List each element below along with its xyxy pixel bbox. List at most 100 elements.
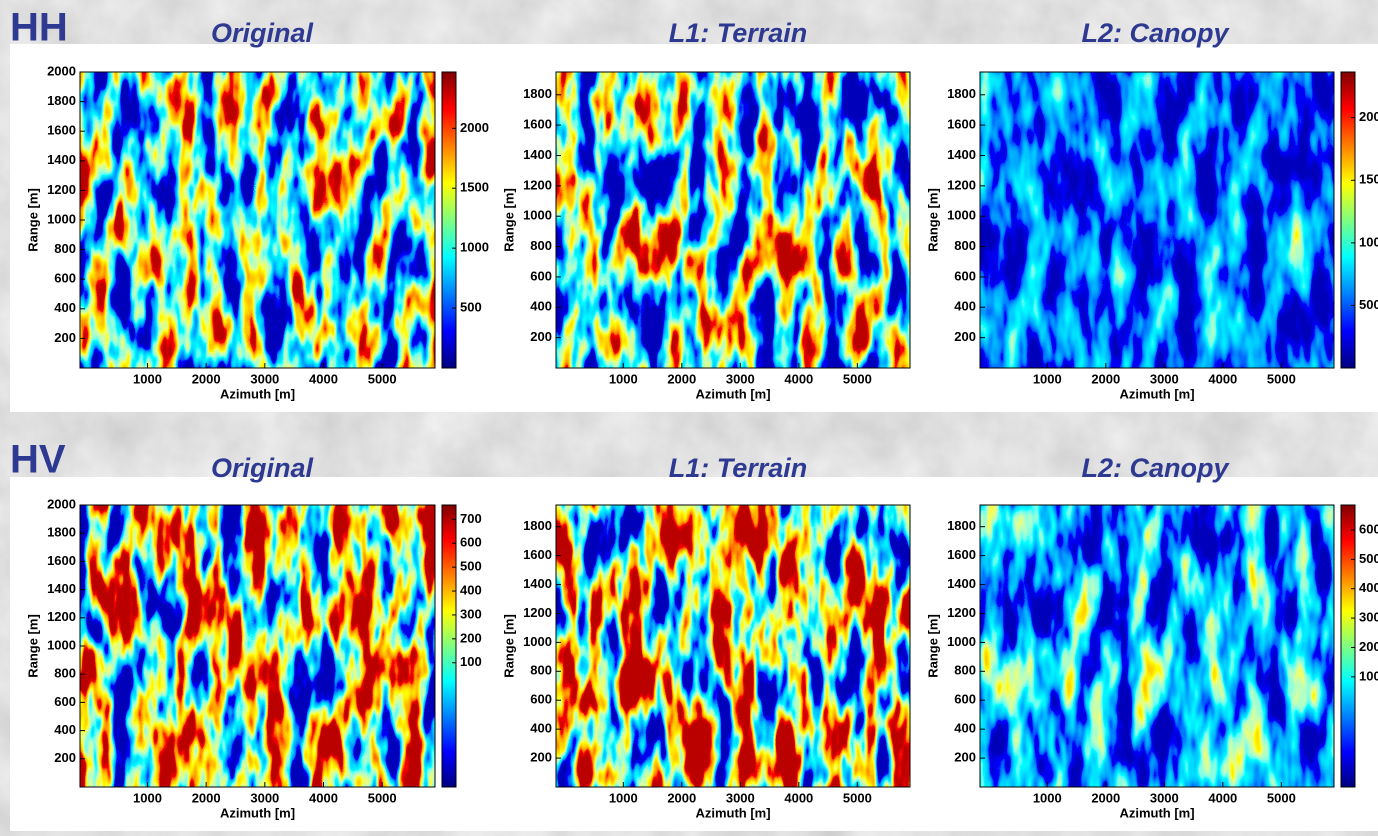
y-tick-label: 1400 (523, 576, 552, 591)
x-tick-label: 1000 (609, 790, 638, 805)
y-tick-label: 1800 (47, 525, 76, 540)
axes-frame (979, 504, 1335, 788)
y-tick-label: 1000 (523, 208, 552, 223)
y-tick-label: 200 (54, 750, 76, 765)
y-tick-label: 1400 (47, 581, 76, 596)
colorbar-tick-label: 400 (1359, 580, 1378, 595)
colorbar (1340, 504, 1356, 788)
x-axis-label: Azimuth [m] (695, 386, 770, 401)
x-tick-label: 5000 (843, 790, 872, 805)
colorbar-tick-label: 200 (460, 630, 482, 645)
x-tick-label: 1000 (609, 371, 638, 386)
y-tick-label: 400 (54, 722, 76, 737)
colorbar-tick-label: 700 (460, 511, 482, 526)
colorbar-tick-label: 300 (1359, 610, 1378, 625)
x-tick-label: 2000 (667, 371, 696, 386)
x-tick-label: 4000 (309, 790, 338, 805)
y-tick-label: 1600 (947, 117, 976, 132)
y-tick-label: 1000 (947, 634, 976, 649)
colorbar (441, 71, 457, 369)
y-tick-label: 1600 (47, 553, 76, 568)
x-tick-label: 4000 (1208, 371, 1237, 386)
heatmap-image (80, 72, 435, 368)
x-tick-label: 3000 (1150, 790, 1179, 805)
y-tick-label: 600 (54, 694, 76, 709)
x-tick-label: 2000 (1091, 371, 1120, 386)
colorbar-tick-label: 600 (460, 535, 482, 550)
panel-title: L2: Canopy (1081, 18, 1230, 48)
panel-title: L2: Canopy (1081, 453, 1230, 483)
y-tick-label: 400 (530, 299, 552, 314)
y-tick-label: 1800 (523, 86, 552, 101)
axes-frame (555, 71, 911, 369)
y-tick-label: 600 (530, 692, 552, 707)
axes-frame (555, 504, 911, 788)
y-tick-label: 1000 (523, 634, 552, 649)
y-tick-label: 1200 (523, 177, 552, 192)
colorbar-tick-label: 500 (460, 559, 482, 574)
x-tick-label: 1000 (133, 790, 162, 805)
x-axis-label: Azimuth [m] (1119, 805, 1194, 820)
y-tick-label: 800 (530, 663, 552, 678)
x-tick-label: 4000 (1208, 790, 1237, 805)
y-tick-label: 1200 (947, 605, 976, 620)
x-tick-label: 5000 (368, 790, 397, 805)
y-tick-label: 1200 (523, 605, 552, 620)
x-tick-label: 3000 (1150, 371, 1179, 386)
y-tick-label: 1400 (523, 147, 552, 162)
x-axis-label: Azimuth [m] (220, 805, 295, 820)
y-tick-label: 200 (954, 750, 976, 765)
colorbar (1340, 71, 1356, 369)
y-tick-label: 400 (530, 721, 552, 736)
x-tick-label: 2000 (1091, 790, 1120, 805)
colorbar-tick-label: 200 (1359, 639, 1378, 654)
x-tick-label: 5000 (843, 371, 872, 386)
y-axis-label: Range [m] (25, 188, 40, 252)
x-tick-label: 2000 (192, 790, 221, 805)
x-tick-label: 5000 (368, 371, 397, 386)
x-tick-label: 5000 (1267, 790, 1296, 805)
y-tick-label: 1000 (47, 637, 76, 652)
x-axis-label: Azimuth [m] (220, 386, 295, 401)
colorbar-tick-label: 100 (1359, 668, 1378, 683)
y-tick-label: 200 (530, 750, 552, 765)
colorbar-tick-label: 500 (1359, 551, 1378, 566)
y-axis-label: Range [m] (925, 188, 940, 252)
x-tick-label: 3000 (250, 790, 279, 805)
row-label: HV (10, 438, 66, 482)
y-tick-label: 600 (954, 692, 976, 707)
panel-title: Original (211, 18, 314, 48)
colorbar-tick-label: 500 (1359, 297, 1378, 312)
y-tick-label: 2000 (47, 496, 76, 511)
colorbar-tick-label: 500 (460, 300, 482, 315)
colorbar-tick-label: 300 (460, 606, 482, 621)
row-label: HH (10, 6, 68, 50)
y-tick-label: 800 (954, 238, 976, 253)
y-tick-label: 600 (954, 268, 976, 283)
colorbar-tick-label: 600 (1359, 521, 1378, 536)
y-tick-label: 1000 (47, 211, 76, 226)
y-tick-label: 200 (54, 330, 76, 345)
y-tick-label: 400 (54, 300, 76, 315)
x-tick-label: 1000 (133, 371, 162, 386)
y-axis-label: Range [m] (925, 614, 940, 678)
heatmap-image (980, 505, 1334, 787)
y-tick-label: 1400 (947, 576, 976, 591)
colorbar-tick-label: 1500 (460, 180, 489, 195)
x-tick-label: 4000 (784, 790, 813, 805)
x-tick-label: 4000 (309, 371, 338, 386)
y-tick-label: 200 (530, 329, 552, 344)
x-axis-label: Azimuth [m] (695, 805, 770, 820)
x-tick-label: 4000 (784, 371, 813, 386)
y-tick-label: 600 (54, 271, 76, 286)
panel-title: L1: Terrain (669, 18, 808, 48)
y-tick-label: 1400 (47, 152, 76, 167)
y-tick-label: 1800 (947, 518, 976, 533)
y-tick-label: 600 (530, 268, 552, 283)
y-tick-label: 1600 (947, 547, 976, 562)
y-tick-label: 800 (530, 238, 552, 253)
x-tick-label: 2000 (192, 371, 221, 386)
y-tick-label: 1800 (523, 518, 552, 533)
